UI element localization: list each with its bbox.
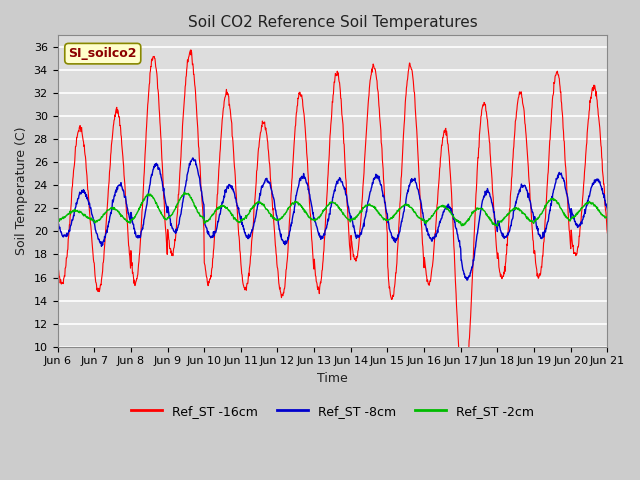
Ref_ST -2cm (180, 189, 188, 195)
Ref_ST -16cm (539, 253, 547, 259)
Ref_ST -16cm (176, 170, 184, 176)
Ref_ST -16cm (460, 388, 468, 394)
Title: Soil CO2 Reference Soil Temperatures: Soil CO2 Reference Soil Temperatures (188, 15, 477, 30)
Ref_ST -2cm (604, 214, 611, 220)
Ref_ST -2cm (54, 216, 61, 221)
Ref_ST -2cm (539, 208, 547, 214)
Ref_ST -2cm (493, 223, 501, 229)
Text: SI_soilco2: SI_soilco2 (68, 47, 137, 60)
Ref_ST -8cm (539, 233, 547, 239)
Legend: Ref_ST -16cm, Ref_ST -8cm, Ref_ST -2cm: Ref_ST -16cm, Ref_ST -8cm, Ref_ST -2cm (126, 400, 539, 423)
Ref_ST -16cm (163, 239, 170, 244)
Line: Ref_ST -16cm: Ref_ST -16cm (58, 50, 607, 391)
Y-axis label: Soil Temperature (C): Soil Temperature (C) (15, 127, 28, 255)
Ref_ST -8cm (176, 215, 184, 220)
Ref_ST -8cm (419, 206, 426, 212)
Ref_ST -8cm (189, 155, 196, 161)
Ref_ST -2cm (238, 217, 246, 223)
Ref_ST -8cm (54, 221, 61, 227)
Ref_ST -2cm (163, 217, 170, 223)
Line: Ref_ST -2cm: Ref_ST -2cm (58, 192, 607, 226)
X-axis label: Time: Time (317, 372, 348, 385)
Ref_ST -2cm (490, 220, 498, 226)
Ref_ST -16cm (238, 271, 246, 276)
Line: Ref_ST -8cm: Ref_ST -8cm (58, 158, 607, 280)
Ref_ST -16cm (490, 216, 498, 222)
Ref_ST -8cm (163, 204, 170, 210)
Ref_ST -2cm (419, 216, 426, 222)
Ref_ST -8cm (463, 277, 470, 283)
Ref_ST -16cm (187, 47, 195, 53)
Ref_ST -16cm (604, 230, 611, 236)
Ref_ST -16cm (419, 233, 426, 239)
Ref_ST -8cm (238, 221, 246, 227)
Ref_ST -16cm (54, 256, 61, 262)
Ref_ST -2cm (176, 197, 184, 203)
Ref_ST -8cm (604, 207, 611, 213)
Ref_ST -8cm (490, 211, 498, 216)
